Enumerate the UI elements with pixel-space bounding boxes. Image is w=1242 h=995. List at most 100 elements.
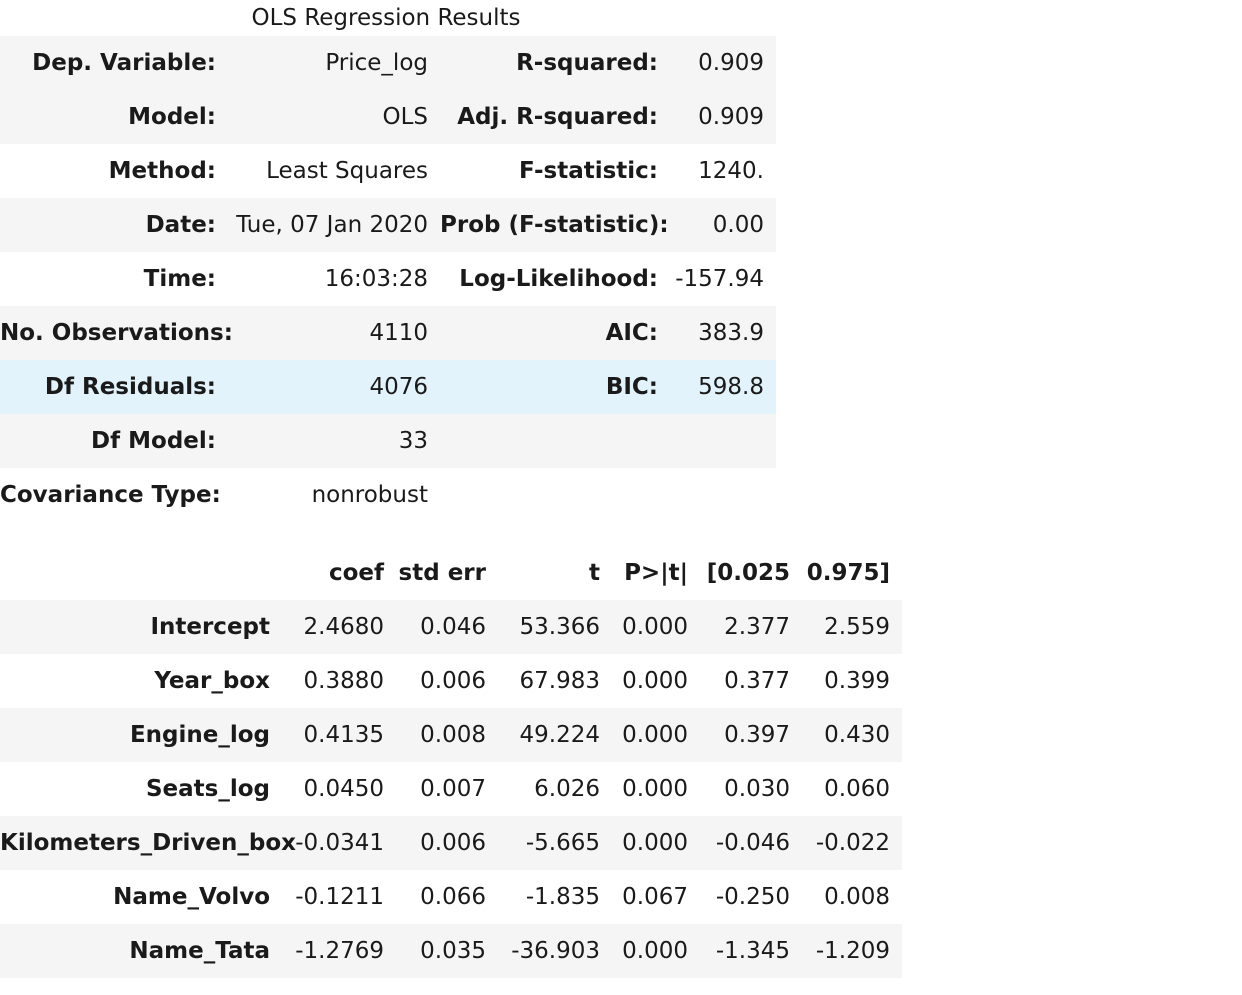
summary-value: 598.8 xyxy=(698,374,764,400)
variable-name: Seats_log xyxy=(145,776,270,802)
summary-label: AIC: xyxy=(605,320,658,346)
ci-lower-value: -0.046 xyxy=(715,830,790,856)
ci-upper-value: -1.209 xyxy=(815,938,890,964)
column-header xyxy=(0,546,282,600)
column-header: coef xyxy=(328,560,384,586)
summary-label: Covariance Type: xyxy=(0,482,221,508)
coef-value: 0.0450 xyxy=(303,776,384,802)
summary-row: Df Model: 33 xyxy=(0,414,776,468)
variable-name: Year_box xyxy=(154,668,270,694)
summary-label: Prob (F-statistic): xyxy=(440,212,669,238)
coef-value: 0.3880 xyxy=(303,668,384,694)
ci-lower-value: 0.030 xyxy=(724,776,790,802)
table-row: Kilometers_Driven_box -0.0341 0.006 -5.6… xyxy=(0,816,902,870)
summary-value: 383.9 xyxy=(698,320,764,346)
summary-value: 16:03:28 xyxy=(324,266,428,292)
summary-row: Covariance Type: nonrobust xyxy=(0,468,776,522)
table-row: Intercept 2.4680 0.046 53.366 0.000 2.37… xyxy=(0,600,902,654)
ci-upper-value: 0.430 xyxy=(824,722,890,748)
summary-value: Tue, 07 Jan 2020 xyxy=(236,212,428,238)
ci-lower-value: 0.377 xyxy=(724,668,790,694)
ci-upper-value: -0.022 xyxy=(815,830,890,856)
coef-value: 0.4135 xyxy=(303,722,384,748)
regression-summary-table: Dep. Variable: Price_log R-squared: 0.90… xyxy=(0,36,776,522)
summary-label: Df Residuals: xyxy=(44,374,216,400)
p-value: 0.000 xyxy=(622,830,688,856)
summary-row: Date: Tue, 07 Jan 2020 Prob (F-statistic… xyxy=(0,198,776,252)
summary-label: Log-Likelihood: xyxy=(459,266,658,292)
table-row: Year_box 0.3880 0.006 67.983 0.000 0.377… xyxy=(0,654,902,708)
summary-value: 0.909 xyxy=(698,50,764,76)
summary-label: Method: xyxy=(108,158,216,184)
summary-value: Price_log xyxy=(325,50,428,76)
summary-label: Model: xyxy=(128,104,216,130)
summary-label: Date: xyxy=(145,212,216,238)
coef-value: -1.2769 xyxy=(295,938,384,964)
summary-label: Dep. Variable: xyxy=(32,50,216,76)
summary-row: Dep. Variable: Price_log R-squared: 0.90… xyxy=(0,36,776,90)
summary-value: 4110 xyxy=(369,320,428,346)
coefficients-table: coef std err t P>|t| [0.025 0.975] Inter… xyxy=(0,546,902,978)
ci-upper-value: 0.399 xyxy=(824,668,890,694)
summary-value: OLS xyxy=(382,104,428,130)
t-value: 53.366 xyxy=(519,614,600,640)
column-header: 0.975] xyxy=(806,560,890,586)
summary-value: 4076 xyxy=(369,374,428,400)
ci-upper-value: 0.008 xyxy=(824,884,890,910)
summary-value: nonrobust xyxy=(311,482,428,508)
summary-label xyxy=(440,468,670,522)
summary-label: Adj. R-squared: xyxy=(457,104,658,130)
summary-value: 0.909 xyxy=(698,104,764,130)
ci-upper-value: 2.559 xyxy=(824,614,890,640)
summary-value: -157.94 xyxy=(675,266,764,292)
t-value: -1.835 xyxy=(525,884,600,910)
coef-value: -0.0341 xyxy=(295,830,384,856)
std-err-value: 0.046 xyxy=(420,614,486,640)
summary-label: Df Model: xyxy=(91,428,216,454)
ci-lower-value: -0.250 xyxy=(715,884,790,910)
std-err-value: 0.007 xyxy=(420,776,486,802)
ci-lower-value: 0.397 xyxy=(724,722,790,748)
summary-row: No. Observations: 4110 AIC: 383.9 xyxy=(0,306,776,360)
ci-lower-value: 2.377 xyxy=(724,614,790,640)
std-err-value: 0.006 xyxy=(420,668,486,694)
coef-value: -0.1211 xyxy=(295,884,384,910)
summary-value xyxy=(670,468,776,522)
table-row: Engine_log 0.4135 0.008 49.224 0.000 0.3… xyxy=(0,708,902,762)
variable-name: Intercept xyxy=(150,614,270,640)
table-caption: OLS Regression Results xyxy=(251,5,521,31)
p-value: 0.000 xyxy=(622,938,688,964)
t-value: 49.224 xyxy=(519,722,600,748)
p-value: 0.000 xyxy=(622,722,688,748)
column-header: P>|t| xyxy=(624,560,688,586)
variable-name: Engine_log xyxy=(129,722,270,748)
summary-value xyxy=(670,414,776,468)
summary-row: Method: Least Squares F-statistic: 1240. xyxy=(0,144,776,198)
summary-label: R-squared: xyxy=(516,50,658,76)
summary-label xyxy=(440,414,670,468)
summary-row-highlighted: Df Residuals: 4076 BIC: 598.8 xyxy=(0,360,776,414)
summary-label: BIC: xyxy=(605,374,658,400)
summary-value: 1240. xyxy=(698,158,764,184)
table-row: Name_Tata -1.2769 0.035 -36.903 0.000 -1… xyxy=(0,924,902,978)
table-row: Seats_log 0.0450 0.007 6.026 0.000 0.030… xyxy=(0,762,902,816)
summary-label: F-statistic: xyxy=(518,158,658,184)
summary-value: Least Squares xyxy=(266,158,428,184)
p-value: 0.000 xyxy=(622,614,688,640)
variable-name: Name_Volvo xyxy=(113,884,270,910)
t-value: -36.903 xyxy=(511,938,600,964)
p-value: 0.067 xyxy=(622,884,688,910)
coefficients-header-row: coef std err t P>|t| [0.025 0.975] xyxy=(0,546,902,600)
std-err-value: 0.066 xyxy=(420,884,486,910)
table-row: Name_Volvo -0.1211 0.066 -1.835 0.067 -0… xyxy=(0,870,902,924)
std-err-value: 0.008 xyxy=(420,722,486,748)
summary-label: No. Observations: xyxy=(0,320,233,346)
ci-lower-value: -1.345 xyxy=(715,938,790,964)
summary-row: Time: 16:03:28 Log-Likelihood: -157.94 xyxy=(0,252,776,306)
t-value: 67.983 xyxy=(519,668,600,694)
summary-label: Time: xyxy=(143,266,216,292)
column-header: std err xyxy=(398,560,486,586)
column-header: [0.025 xyxy=(706,560,790,586)
std-err-value: 0.035 xyxy=(420,938,486,964)
variable-name: Name_Tata xyxy=(129,938,270,964)
